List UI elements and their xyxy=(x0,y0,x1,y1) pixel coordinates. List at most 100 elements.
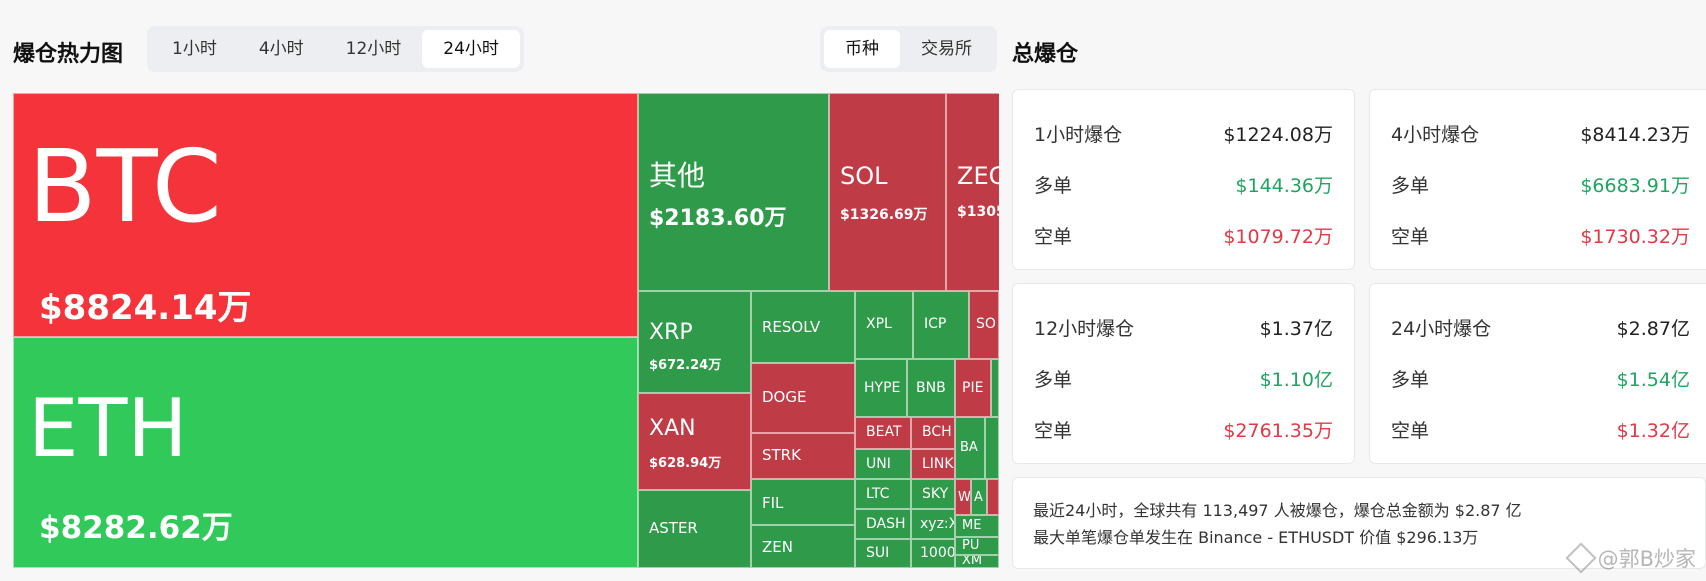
tile-sol[interactable]: SOL $1326.69万 xyxy=(829,93,946,291)
tile-a[interactable]: A xyxy=(971,479,987,515)
tile-btc[interactable]: BTC $8824.14万 xyxy=(13,93,638,337)
tile-value: $2183.60万 xyxy=(649,206,787,231)
tile-name: 1000 xyxy=(920,545,955,561)
tile-name: 其他 xyxy=(649,159,706,192)
heatmap-title: 爆仓热力图 xyxy=(13,42,124,67)
tab-1h[interactable]: 1小时 xyxy=(172,39,217,59)
summary-line-2: 最大单笔爆仓单发生在 Binance - ETHUSDT 价值 $296.13万 xyxy=(1033,528,1479,547)
tile-name: RESOLV xyxy=(762,318,821,336)
tile-name: ME xyxy=(962,518,982,533)
tile-w[interactable]: W xyxy=(955,479,971,515)
tile-icp[interactable]: ICP xyxy=(913,291,969,359)
tab-coin[interactable]: 币种 xyxy=(824,30,900,68)
tile-value: $672.24万 xyxy=(649,358,722,373)
tile-misc-3[interactable] xyxy=(987,479,999,515)
tile-name: SOL xyxy=(840,162,888,190)
tile-name: XAN xyxy=(649,416,696,441)
long-label: 多单 xyxy=(1034,369,1073,391)
tile-name: DOGE xyxy=(762,388,807,406)
card-1h: 1小时爆仓 $1224.08万 多单 $144.36万 空单 $1079.72万 xyxy=(1012,89,1355,270)
tile-bch[interactable]: BCH xyxy=(911,417,955,449)
tile-misc-1[interactable] xyxy=(991,359,999,417)
tile-xyz[interactable]: xyz:X xyxy=(911,509,955,539)
tile-aster[interactable]: ASTER xyxy=(638,490,751,568)
long-label: 多单 xyxy=(1391,175,1430,197)
card-total: $1224.08万 xyxy=(1223,124,1333,146)
tile-sui[interactable]: SUI xyxy=(855,539,911,568)
tile-eth[interactable]: ETH $8282.62万 xyxy=(13,337,638,568)
tile-misc-2[interactable] xyxy=(985,417,999,479)
tile-zen[interactable]: ZEN xyxy=(751,525,855,568)
liquidation-summary: 最近24小时，全球共有 113,497 人被爆仓，爆仓总金额为 $2.87 亿 … xyxy=(1012,477,1706,569)
tile-me[interactable]: ME xyxy=(955,515,999,537)
tile-name: ZEN xyxy=(762,538,793,556)
tile-doge[interactable]: DOGE xyxy=(751,363,855,433)
tile-name: HYPE xyxy=(864,380,901,396)
tile-xm[interactable]: XM xyxy=(955,555,999,568)
tile-dash[interactable]: DASH xyxy=(855,509,911,539)
long-label: 多单 xyxy=(1391,369,1430,391)
short-label: 空单 xyxy=(1034,226,1073,248)
tab-exchange[interactable]: 交易所 xyxy=(921,39,972,59)
long-value: $144.36万 xyxy=(1235,175,1333,197)
tile-name: xyz:X xyxy=(920,516,955,532)
tile-name: W xyxy=(958,490,971,505)
tile-bnb[interactable]: BNB xyxy=(907,359,955,417)
group-tabs: 币种 交易所 xyxy=(820,26,997,72)
tile-pu[interactable]: PU xyxy=(955,537,999,555)
tile-xan[interactable]: XAN $628.94万 xyxy=(638,393,751,490)
total-liquidation-title: 总爆仓 xyxy=(1012,42,1079,67)
short-value: $1730.32万 xyxy=(1580,226,1690,248)
tile-ba[interactable]: BA xyxy=(955,417,985,479)
liquidation-heatmap: BTC $8824.14万 ETH $8282.62万 其他 $2183.60万… xyxy=(13,93,999,568)
tile-name: PIE xyxy=(962,380,984,396)
tab-12h[interactable]: 12小时 xyxy=(345,39,402,59)
tile-strk[interactable]: STRK xyxy=(751,433,855,479)
tile-uni[interactable]: UNI xyxy=(855,449,911,479)
short-label: 空单 xyxy=(1034,420,1073,442)
tile-hype[interactable]: HYPE xyxy=(855,359,907,417)
tile-resolv[interactable]: RESOLV xyxy=(751,291,855,363)
card-period: 12小时爆仓 xyxy=(1034,318,1135,340)
tile-fil[interactable]: FIL xyxy=(751,479,855,525)
card-12h: 12小时爆仓 $1.37亿 多单 $1.10亿 空单 $2761.35万 xyxy=(1012,283,1355,464)
tile-xpl[interactable]: XPL xyxy=(855,291,913,359)
tile-name: STRK xyxy=(762,446,801,464)
tile-xrp[interactable]: XRP $672.24万 xyxy=(638,291,751,393)
tile-value: $8824.14万 xyxy=(39,288,252,328)
summary-line-1: 最近24小时，全球共有 113,497 人被爆仓，爆仓总金额为 $2.87 亿 xyxy=(1033,501,1522,520)
long-label: 多单 xyxy=(1034,175,1073,197)
tile-link[interactable]: LINK xyxy=(911,449,955,479)
tile-name: SUI xyxy=(866,545,890,561)
tile-name: DASH xyxy=(866,516,906,532)
tile-beat[interactable]: BEAT xyxy=(855,417,911,449)
tile-name: ZEC xyxy=(957,162,999,190)
tile-name: UNI xyxy=(866,456,891,472)
card-total: $2.87亿 xyxy=(1616,318,1690,340)
tile-name: LTC xyxy=(866,486,890,502)
card-total: $8414.23万 xyxy=(1580,124,1690,146)
card-24h: 24小时爆仓 $2.87亿 多单 $1.54亿 空单 $1.32亿 xyxy=(1369,283,1706,464)
short-label: 空单 xyxy=(1391,226,1430,248)
tile-1000[interactable]: 1000 xyxy=(911,539,955,568)
card-period: 24小时爆仓 xyxy=(1391,318,1492,340)
tile-value: $1305 xyxy=(957,204,999,220)
tile-pie[interactable]: PIE xyxy=(955,359,991,417)
card-period: 4小时爆仓 xyxy=(1391,124,1480,146)
tile-value: $1326.69万 xyxy=(840,207,928,223)
long-value: $1.54亿 xyxy=(1616,369,1690,391)
card-total: $1.37亿 xyxy=(1259,318,1333,340)
tile-zec[interactable]: ZEC $1305 xyxy=(946,93,999,291)
tab-4h[interactable]: 4小时 xyxy=(258,39,304,59)
tile-name: ICP xyxy=(924,316,947,332)
tile-ltc[interactable]: LTC xyxy=(855,479,911,509)
tile-value: $628.94万 xyxy=(649,456,722,471)
watermark: @郭B炒家 xyxy=(1565,542,1696,574)
tile-sky[interactable]: SKY xyxy=(911,479,955,509)
card-period: 1小时爆仓 xyxy=(1034,124,1123,146)
tab-24h[interactable]: 24小时 xyxy=(422,30,520,68)
tile-so[interactable]: SO xyxy=(969,291,999,359)
long-value: $6683.91万 xyxy=(1580,175,1690,197)
tile-name: PU xyxy=(962,538,980,553)
tile-other[interactable]: 其他 $2183.60万 xyxy=(638,93,829,291)
